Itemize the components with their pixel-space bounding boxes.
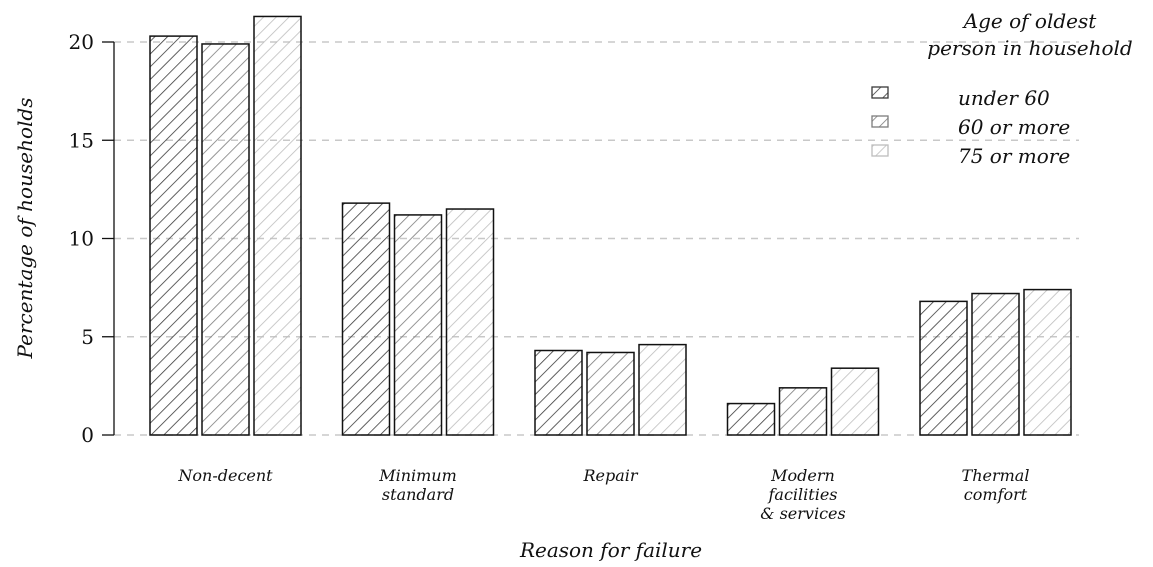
x-category-label: Minimum standard <box>378 466 457 504</box>
bar <box>149 35 198 436</box>
legend-swatch <box>871 144 889 157</box>
bar <box>638 343 687 436</box>
y-axis: 0 5 10 15 20 <box>69 30 115 447</box>
bar <box>341 202 391 436</box>
y-axis-label: Percentage of households <box>13 98 37 360</box>
bar <box>778 387 828 436</box>
bar <box>1023 288 1072 436</box>
bar <box>445 208 495 436</box>
legend: Age of oldest person in household under 60… <box>871 9 1133 168</box>
x-category-label: Modern facilities & services <box>760 466 845 523</box>
x-axis-label: Reason for failure <box>519 538 702 562</box>
x-category-label: Non-decent <box>177 466 273 485</box>
x-category-label: Repair <box>582 466 638 485</box>
legend-label: 60 or more <box>958 115 1070 139</box>
bar <box>586 351 635 436</box>
y-tick-label: 20 <box>69 30 94 54</box>
y-tick-label: 5 <box>81 325 94 349</box>
x-category-label: Thermal comfort <box>962 466 1030 504</box>
legend-swatch <box>871 86 889 99</box>
y-tick-label: 10 <box>69 227 94 251</box>
bar <box>534 349 583 436</box>
bar <box>830 367 880 436</box>
legend-label: under 60 <box>958 86 1050 110</box>
y-tick-label: 15 <box>69 128 94 152</box>
bar <box>201 43 250 436</box>
bar <box>253 15 302 436</box>
legend-label: 75 or more <box>958 144 1070 168</box>
bar <box>919 300 968 436</box>
bar <box>393 214 443 436</box>
bar <box>971 292 1020 436</box>
legend-title: Age of oldest person in household <box>927 9 1132 60</box>
bars <box>149 15 1072 436</box>
legend-swatch <box>871 115 889 128</box>
x-category-labels: Non-decent Minimum standard Repair Modern fac… <box>177 466 1029 523</box>
y-tick-label: 0 <box>81 423 94 447</box>
bar <box>726 402 776 436</box>
